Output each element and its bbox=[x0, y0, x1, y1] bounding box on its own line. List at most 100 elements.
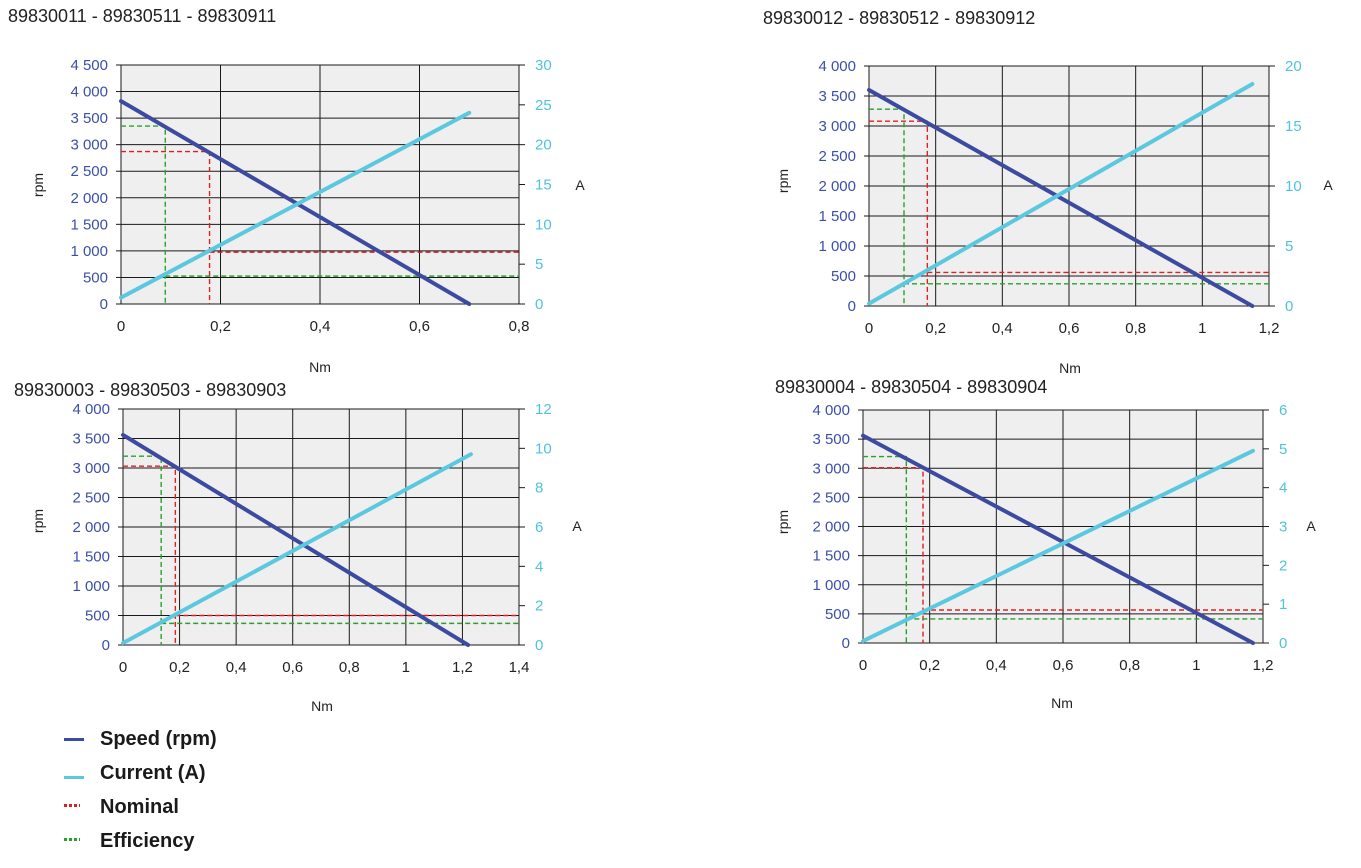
x-tick-label-3-3: 0,6 bbox=[282, 659, 303, 676]
y-tick-label-1-2: 1 000 bbox=[70, 243, 108, 260]
y-tick-label-2-3: 1 500 bbox=[818, 208, 856, 225]
y-tick-label-4-0: 0 bbox=[842, 635, 850, 652]
y-tick-label-2-5: 2 500 bbox=[818, 148, 856, 165]
y-tick-label-4-6: 3 000 bbox=[812, 460, 850, 477]
y-tick-label-2-4: 2 000 bbox=[818, 178, 856, 195]
legend-label-current: Current (A) bbox=[100, 762, 206, 784]
y-tick-label-2-6: 3 000 bbox=[818, 118, 856, 135]
x-tick-label-3-2: 0,4 bbox=[226, 659, 247, 676]
y-tick-label-1-1: 500 bbox=[83, 269, 108, 286]
legend-label-efficiency: Efficiency bbox=[100, 830, 195, 852]
y-axis-label-1: rpm bbox=[30, 173, 46, 197]
chart-title-2: 89830012 - 89830512 - 89830912 bbox=[763, 8, 1036, 28]
x-axis-label-4: Nm bbox=[1051, 695, 1073, 711]
y2-tick-label-3-6: 12 bbox=[535, 401, 552, 418]
y2-tick-label-4-6: 6 bbox=[1279, 402, 1287, 419]
current-line-2 bbox=[867, 82, 1255, 306]
y-tick-label-3-8: 4 000 bbox=[72, 401, 110, 418]
legend-label-speed: Speed (rpm) bbox=[100, 728, 217, 750]
y2-axis-label-1: A bbox=[575, 177, 585, 193]
y-tick-label-1-0: 0 bbox=[100, 296, 108, 313]
y-tick-label-1-7: 3 500 bbox=[70, 110, 108, 127]
y2-tick-label-3-4: 8 bbox=[535, 480, 543, 497]
x-tick-label-2-5: 1 bbox=[1198, 320, 1206, 337]
legend-label-nominal: Nominal bbox=[100, 796, 179, 818]
x-tick-label-3-6: 1,2 bbox=[452, 659, 473, 676]
y-tick-label-3-5: 2 500 bbox=[72, 490, 110, 507]
y2-tick-label-1-5: 25 bbox=[535, 97, 552, 114]
x-tick-label-3-7: 1,4 bbox=[509, 659, 530, 676]
y-axis-label-4: rpm bbox=[775, 510, 791, 534]
x-tick-label-2-2: 0,4 bbox=[992, 320, 1013, 337]
y-tick-label-4-8: 4 000 bbox=[812, 402, 850, 419]
y-tick-label-4-3: 1 500 bbox=[812, 548, 850, 565]
y-tick-label-1-8: 4 000 bbox=[70, 84, 108, 101]
x-tick-label-2-1: 0,2 bbox=[925, 320, 946, 337]
y2-tick-label-3-2: 4 bbox=[535, 558, 543, 575]
x-tick-label-1-3: 0,6 bbox=[409, 318, 430, 335]
y-tick-label-1-9: 4 500 bbox=[70, 57, 108, 74]
x-tick-label-3-5: 1 bbox=[402, 659, 410, 676]
current-line-4 bbox=[861, 448, 1255, 644]
y-tick-label-1-3: 1 500 bbox=[70, 216, 108, 233]
x-tick-label-2-0: 0 bbox=[865, 320, 873, 337]
x-tick-label-4-0: 0 bbox=[859, 657, 867, 674]
y2-axis-label-4: A bbox=[1306, 518, 1316, 534]
current-swatch bbox=[64, 776, 84, 779]
y-axis-label-2: rpm bbox=[775, 169, 791, 193]
y-tick-label-3-3: 1 500 bbox=[72, 549, 110, 566]
x-tick-label-1-2: 0,4 bbox=[310, 318, 331, 335]
y2-tick-label-3-3: 6 bbox=[535, 519, 543, 536]
y-tick-label-4-7: 3 500 bbox=[812, 431, 850, 448]
x-tick-label-4-5: 1 bbox=[1192, 657, 1200, 674]
y-axis-label-3: rpm bbox=[30, 509, 46, 533]
plot-frame-3 bbox=[122, 408, 520, 646]
chart-title-3: 89830003 - 89830503 - 89830903 bbox=[14, 380, 287, 400]
y2-tick-label-4-0: 0 bbox=[1279, 635, 1287, 652]
speed-line-4 bbox=[861, 433, 1255, 645]
efficiency-speed-guide-3 bbox=[123, 455, 162, 645]
x-tick-label-4-1: 0,2 bbox=[919, 657, 940, 674]
y2-tick-label-2-2: 10 bbox=[1285, 178, 1302, 195]
y-tick-label-4-5: 2 500 bbox=[812, 489, 850, 506]
y2-axis-label-2: A bbox=[1323, 177, 1333, 193]
y2-tick-label-3-5: 10 bbox=[535, 440, 552, 457]
y-tick-label-3-4: 2 000 bbox=[72, 519, 110, 536]
y-tick-label-3-2: 1 000 bbox=[72, 578, 110, 595]
x-tick-label-2-6: 1,2 bbox=[1259, 320, 1280, 337]
y-tick-label-2-0: 0 bbox=[848, 298, 856, 315]
x-tick-label-3-1: 0,2 bbox=[169, 659, 190, 676]
x-axis-label-3: Nm bbox=[311, 698, 333, 714]
y2-tick-label-1-6: 30 bbox=[535, 57, 552, 74]
chart-title-1: 89830011 - 89830511 - 89830911 bbox=[8, 6, 277, 26]
y2-tick-label-1-0: 0 bbox=[535, 296, 543, 313]
y-tick-label-4-4: 2 000 bbox=[812, 519, 850, 536]
y-tick-label-3-6: 3 000 bbox=[72, 460, 110, 477]
y2-tick-label-4-2: 2 bbox=[1279, 557, 1287, 574]
y2-tick-label-4-1: 1 bbox=[1279, 596, 1287, 613]
y2-tick-label-4-5: 5 bbox=[1279, 441, 1287, 458]
x-tick-label-4-6: 1,2 bbox=[1253, 657, 1274, 674]
speed-line-2 bbox=[867, 88, 1255, 308]
y2-tick-label-1-3: 15 bbox=[535, 177, 552, 194]
y2-tick-label-1-2: 10 bbox=[535, 216, 552, 233]
x-tick-label-1-4: 0,8 bbox=[509, 318, 530, 335]
y-tick-label-2-1: 500 bbox=[831, 268, 856, 285]
plot-frame-4 bbox=[862, 409, 1264, 644]
nominal-swatch bbox=[64, 804, 80, 807]
y-tick-label-4-2: 1 000 bbox=[812, 577, 850, 594]
current-line-3 bbox=[121, 452, 473, 646]
x-tick-label-1-1: 0,2 bbox=[210, 318, 231, 335]
y-tick-label-2-8: 4 000 bbox=[818, 58, 856, 75]
y-tick-label-3-7: 3 500 bbox=[72, 431, 110, 448]
y2-tick-label-1-1: 5 bbox=[535, 256, 543, 273]
y-tick-label-4-1: 500 bbox=[825, 606, 850, 623]
x-axis-label-1: Nm bbox=[309, 359, 331, 375]
x-axis-label-2: Nm bbox=[1059, 360, 1081, 376]
x-tick-label-4-4: 0,8 bbox=[1119, 657, 1140, 674]
chart-title-4: 89830004 - 89830504 - 89830904 bbox=[775, 377, 1048, 397]
speed-line-3 bbox=[121, 432, 471, 647]
y2-tick-label-4-3: 3 bbox=[1279, 519, 1287, 536]
y-tick-label-2-2: 1 000 bbox=[818, 238, 856, 255]
y-tick-label-1-4: 2 000 bbox=[70, 190, 108, 207]
